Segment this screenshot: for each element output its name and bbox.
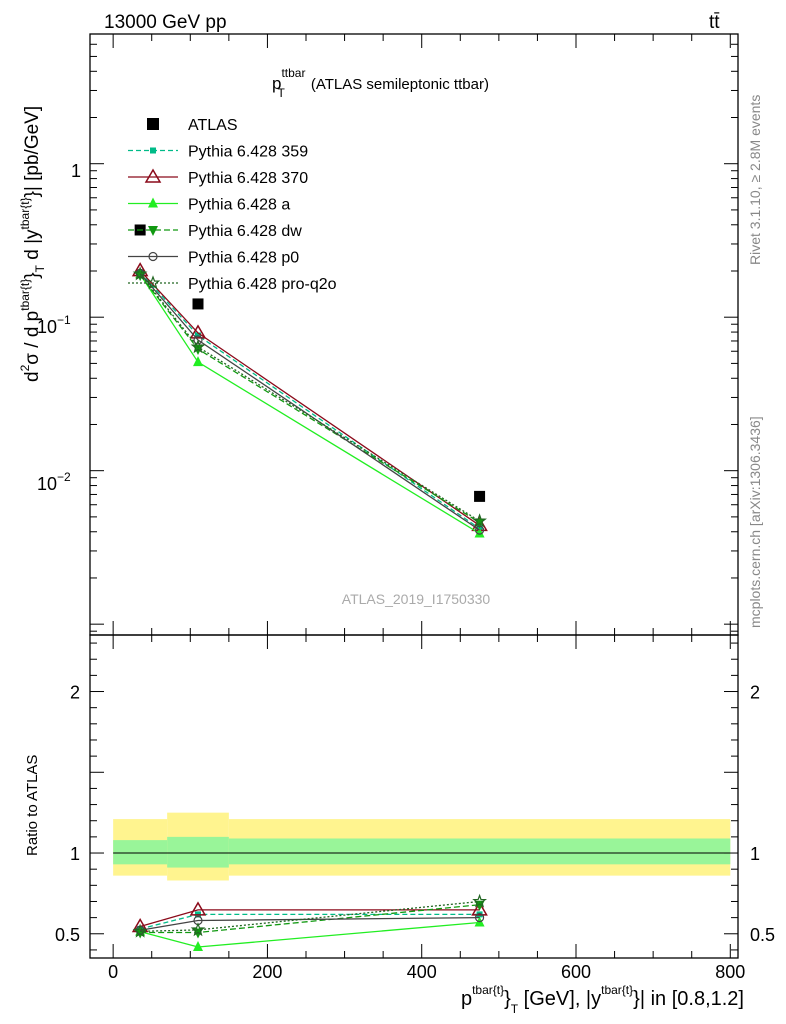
ratio-band-inner-2: [228, 838, 731, 865]
ratio-series-point-1: [471, 901, 488, 916]
upper-y-tick-label-0.1: 10−1: [37, 313, 71, 337]
lower-y-tick-label-left: 0.5: [55, 925, 80, 945]
ratio-series-line-4: [140, 916, 480, 931]
ratio-series-line-5: [140, 900, 480, 933]
plot-title: pttbar T (ATLAS semileptonic ttbar): [272, 66, 489, 100]
ratio-series-point-2: [193, 941, 203, 952]
legend-marker-1: [144, 168, 162, 183]
atlas-data-point: [192, 298, 204, 310]
legend-marker-4: [148, 251, 158, 262]
upper-series-point-4: [474, 525, 485, 535]
legend-label-0: Pythia 6.428 359: [188, 144, 308, 161]
energy-label: 13000 GeV pp: [104, 12, 227, 33]
upper-series-point-5: [190, 339, 206, 354]
legend-marker-atlas: [147, 118, 159, 130]
atlas-data-point: [474, 490, 486, 502]
upper-series-line-5: [139, 273, 480, 522]
upper-series-point-2: [474, 527, 485, 538]
ratio-series-point-5: [132, 923, 148, 938]
process-label: tt̄: [709, 12, 720, 33]
legend-marker-2: [148, 197, 158, 208]
upper-series-line-0: [139, 271, 480, 530]
ratio-series-point-5: [190, 922, 206, 937]
legend-label-1: Pythia 6.428 370: [188, 170, 308, 187]
mcplots-label: mcplots.cern.ch [arXiv:1306.3436]: [747, 416, 763, 628]
legend-label-5: Pythia 6.428 pro-q2o: [188, 276, 337, 293]
legend: ATLAS Pythia 6.428 359 Pythia 6.428 370 Pyt…: [128, 117, 337, 293]
lower-y-tick-label-right: 1: [750, 844, 760, 864]
upper-series-line-2: [139, 274, 480, 535]
x-axis-label: ptbar{t}}T [GeV], |ytbar{t}}| in [0.8,1.…: [461, 983, 744, 1016]
x-tick-label: 400: [407, 962, 437, 982]
ratio-series-line-2: [139, 921, 480, 948]
legend-marker-5: [145, 275, 161, 290]
x-tick-label: 600: [561, 962, 591, 982]
lower-y-axis-label: Ratio to ATLAS: [24, 755, 41, 856]
upper-series-point-5: [472, 513, 487, 528]
lower-y-tick-label-left: 2: [70, 683, 80, 703]
ratio-band-inner-0: [113, 840, 168, 865]
analysis-watermark: ATLAS_2019_I1750330: [342, 591, 491, 607]
upper-series-point-2: [193, 356, 203, 367]
x-tick-label: 200: [252, 962, 282, 982]
legend-marker-3: [148, 226, 158, 236]
legend-label-3: Pythia 6.428 dw: [188, 223, 302, 240]
ratio-series-line-1: [139, 909, 480, 928]
upper-y-axis-label: d2σ / d ptbar{t}}T d |ytbar{t}}| [pb/GeV…: [18, 106, 47, 382]
legend-label-2: Pythia 6.428 a: [188, 197, 290, 214]
lower-y-tick-label-left: 1: [70, 844, 80, 864]
ratio-series-point-4: [474, 913, 485, 923]
upper-series-line-1: [139, 270, 480, 526]
x-tick-label: 800: [715, 962, 745, 982]
x-tick-label: 0: [108, 962, 118, 982]
legend-label-4: Pythia 6.428 p0: [188, 250, 299, 267]
lower-frame: [89, 634, 739, 959]
ratio-series-point-1: [189, 901, 207, 916]
legend-marker-0: [150, 147, 156, 154]
lower-y-tick-label-right: 0.5: [750, 925, 775, 945]
upper-series-line-3: [139, 274, 480, 523]
upper-y-tick-label-1: 1: [71, 161, 81, 181]
upper-y-tick-label-0.01: 10−2: [37, 470, 71, 494]
upper-series-point-5: [132, 266, 148, 281]
rivet-version-label: Rivet 3.1.10, ≥ 2.8M events: [747, 95, 763, 265]
legend-label-atlas: ATLAS: [188, 117, 238, 134]
ratio-band-inner-1: [167, 836, 229, 868]
lower-y-tick-label-right: 2: [750, 683, 760, 703]
ratio-series-point-5: [472, 893, 488, 908]
upper-series-point-1: [189, 324, 207, 339]
upper-series-point-4: [193, 335, 203, 345]
